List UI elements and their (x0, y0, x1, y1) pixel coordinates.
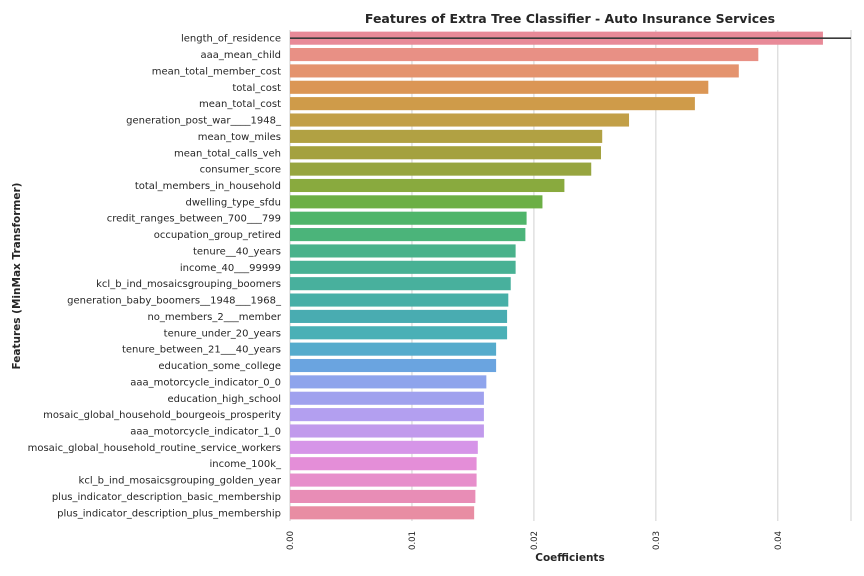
bar (290, 195, 543, 209)
bar (290, 293, 509, 307)
bar (290, 489, 476, 503)
bar (290, 129, 603, 143)
y-tick-label: no_members_2___member (147, 312, 281, 323)
bar (290, 146, 601, 160)
bar (290, 440, 478, 454)
bar (290, 375, 487, 389)
y-tick-label: credit_ranges_between_700___799 (107, 214, 281, 225)
y-tick-label: tenure_between_21___40_years (122, 345, 281, 356)
y-axis-title: Features (MinMax Transformer) (11, 183, 23, 370)
x-tick-label: 0.04 (774, 531, 784, 550)
y-tick-label: mosaic_global_household_routine_service_… (28, 443, 281, 454)
bar (290, 326, 508, 340)
bar (290, 342, 497, 356)
bar (290, 309, 508, 323)
bars (290, 31, 823, 520)
x-tick-label: 0.00 (286, 531, 296, 550)
y-tick-label: plus_indicator_description_basic_members… (52, 492, 281, 503)
chart-title: Features of Extra Tree Classifier - Auto… (365, 11, 775, 26)
y-tick-label: income_100k_ (209, 459, 282, 470)
bar (290, 391, 484, 405)
y-tick-label: income_40___99999 (180, 263, 281, 274)
x-axis-title: Coefficients (535, 552, 604, 564)
y-tick-label: generation_post_war____1948_ (126, 116, 282, 127)
y-tick-label: education_some_college (158, 361, 281, 372)
y-tick-label: generation_baby_boomers__1948___1968_ (67, 296, 282, 307)
bar (290, 162, 592, 176)
y-tick-label: education_high_school (168, 394, 281, 405)
bar (290, 358, 497, 373)
bar (290, 97, 695, 111)
y-tick-label: mosaic_global_household_bourgeois_prospe… (43, 410, 281, 421)
y-tick-label: consumer_score (200, 165, 281, 176)
y-tick-label: length_of_residence (181, 34, 281, 45)
grid (289, 30, 852, 521)
y-tick-label: kcl_b_ind_mosaicsgrouping_boomers (96, 279, 281, 290)
y-tick-label: aaa_motorcycle_indicator_0_0 (130, 377, 281, 388)
y-tick-label: mean_total_member_cost (152, 66, 281, 77)
bar (290, 211, 527, 225)
y-tick-label: total_cost (232, 83, 281, 94)
y-tick-label: total_members_in_household (135, 181, 281, 192)
bar (290, 178, 565, 193)
bar (290, 113, 630, 127)
bar (290, 260, 516, 274)
y-tick-label: plus_indicator_description_plus_membersh… (57, 508, 281, 519)
bar (290, 64, 739, 78)
x-tick-label: 0.01 (408, 531, 418, 550)
bar (290, 457, 477, 471)
x-tick-label: 0.03 (652, 531, 662, 550)
bar (290, 244, 516, 258)
y-tick-label: aaa_mean_child (201, 50, 281, 61)
x-tick-labels: 0.00 0.01 0.02 0.03 0.04 (286, 531, 784, 550)
bar (290, 48, 759, 62)
y-tick-label: dwelling_type_sfdu (186, 197, 281, 208)
x-tick-label: 0.02 (530, 531, 540, 550)
bar (290, 277, 511, 291)
y-tick-label: mean_total_cost (199, 99, 281, 110)
bar (290, 80, 709, 94)
y-tick-label: tenure__40_years (193, 246, 281, 257)
y-tick-label: mean_total_calls_veh (174, 148, 281, 159)
y-tick-label: tenure_under_20_years (164, 328, 281, 339)
y-tick-labels: length_of_residence aaa_mean_child mean_to… (28, 34, 282, 520)
bar (290, 408, 484, 422)
y-tick-label: occupation_group_retired (154, 230, 281, 241)
bar (290, 506, 475, 520)
bar (290, 228, 526, 242)
y-tick-label: mean_tow_miles (198, 132, 281, 143)
bar (290, 424, 484, 438)
y-tick-label: aaa_motorcycle_indicator_1_0 (130, 426, 281, 437)
y-tick-label: kcl_b_ind_mosaicsgrouping_golden_year (79, 476, 282, 487)
bar (290, 473, 477, 487)
